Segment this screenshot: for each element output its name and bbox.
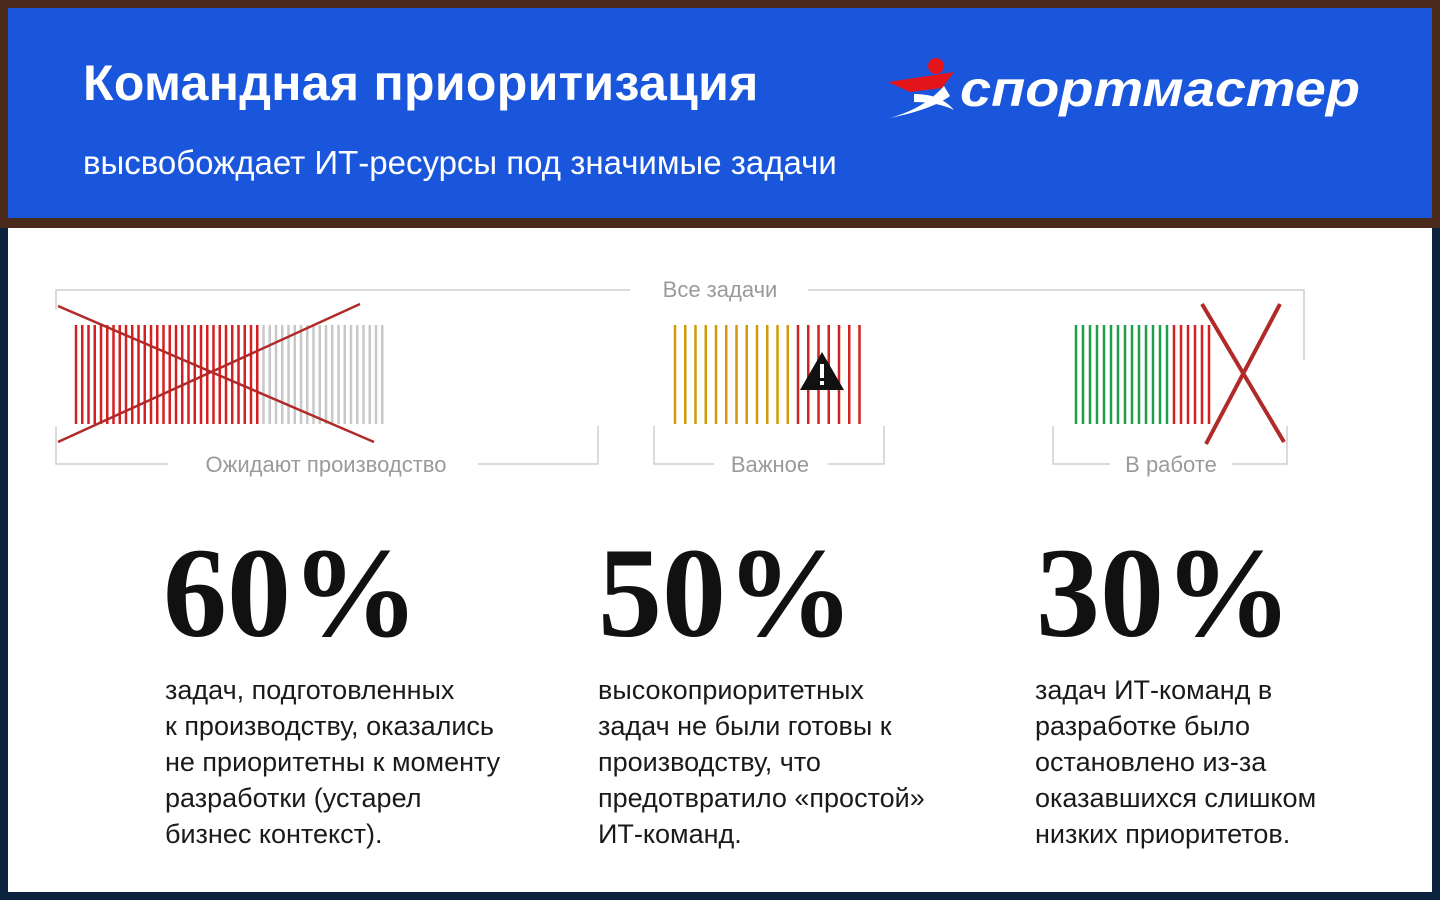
top-label: Все задачи [663,277,778,302]
bars-important [673,325,861,424]
header-frame: Командная приоритизация высвобождает ИТ-… [0,0,1440,228]
bracket-group-2 [653,426,714,465]
bracket-group-3-right [1232,426,1288,465]
group-label-in-work: В работе [1125,452,1217,477]
cross-in-work [1200,302,1286,445]
top-bracket [55,289,1305,360]
stat-text-3: задач ИТ-команд в разработке было остано… [1035,675,1317,849]
stat-value-2: 50% [598,522,854,664]
stat-text-1: задач, подготовленных к производству, ок… [165,675,501,849]
bracket-group-1-right [478,426,599,465]
warning-icon [800,352,844,390]
logo-wordmark: спортмастер [960,61,1360,117]
sportmaster-logo: спортмастер [888,58,1360,118]
bars-waiting [74,325,384,424]
header-banner: Командная приоритизация высвобождает ИТ-… [8,8,1432,218]
bracket-group-1 [55,426,168,465]
cross-waiting [57,302,375,444]
group-label-important: Важное [731,452,809,477]
stat-value-1: 60% [163,522,419,664]
bars-in-work [1074,325,1211,424]
task-diagram: Все задачи Ожидают производство Важное В… [55,277,1305,477]
bracket-group-2-right [828,426,885,465]
group-label-waiting: Ожидают производство [206,452,447,477]
stat-text-2: высокоприоритетных задач не были готовы … [598,675,925,849]
page-subtitle: высвобождает ИТ-ресурсы под значимые зад… [83,144,837,181]
content-panel: Все задачи Ожидают производство Важное В… [8,228,1432,892]
runner-icon [888,58,954,118]
page-title: Командная приоритизация [83,55,759,111]
stat-value-3: 30% [1036,522,1292,664]
bracket-group-3 [1052,426,1110,465]
